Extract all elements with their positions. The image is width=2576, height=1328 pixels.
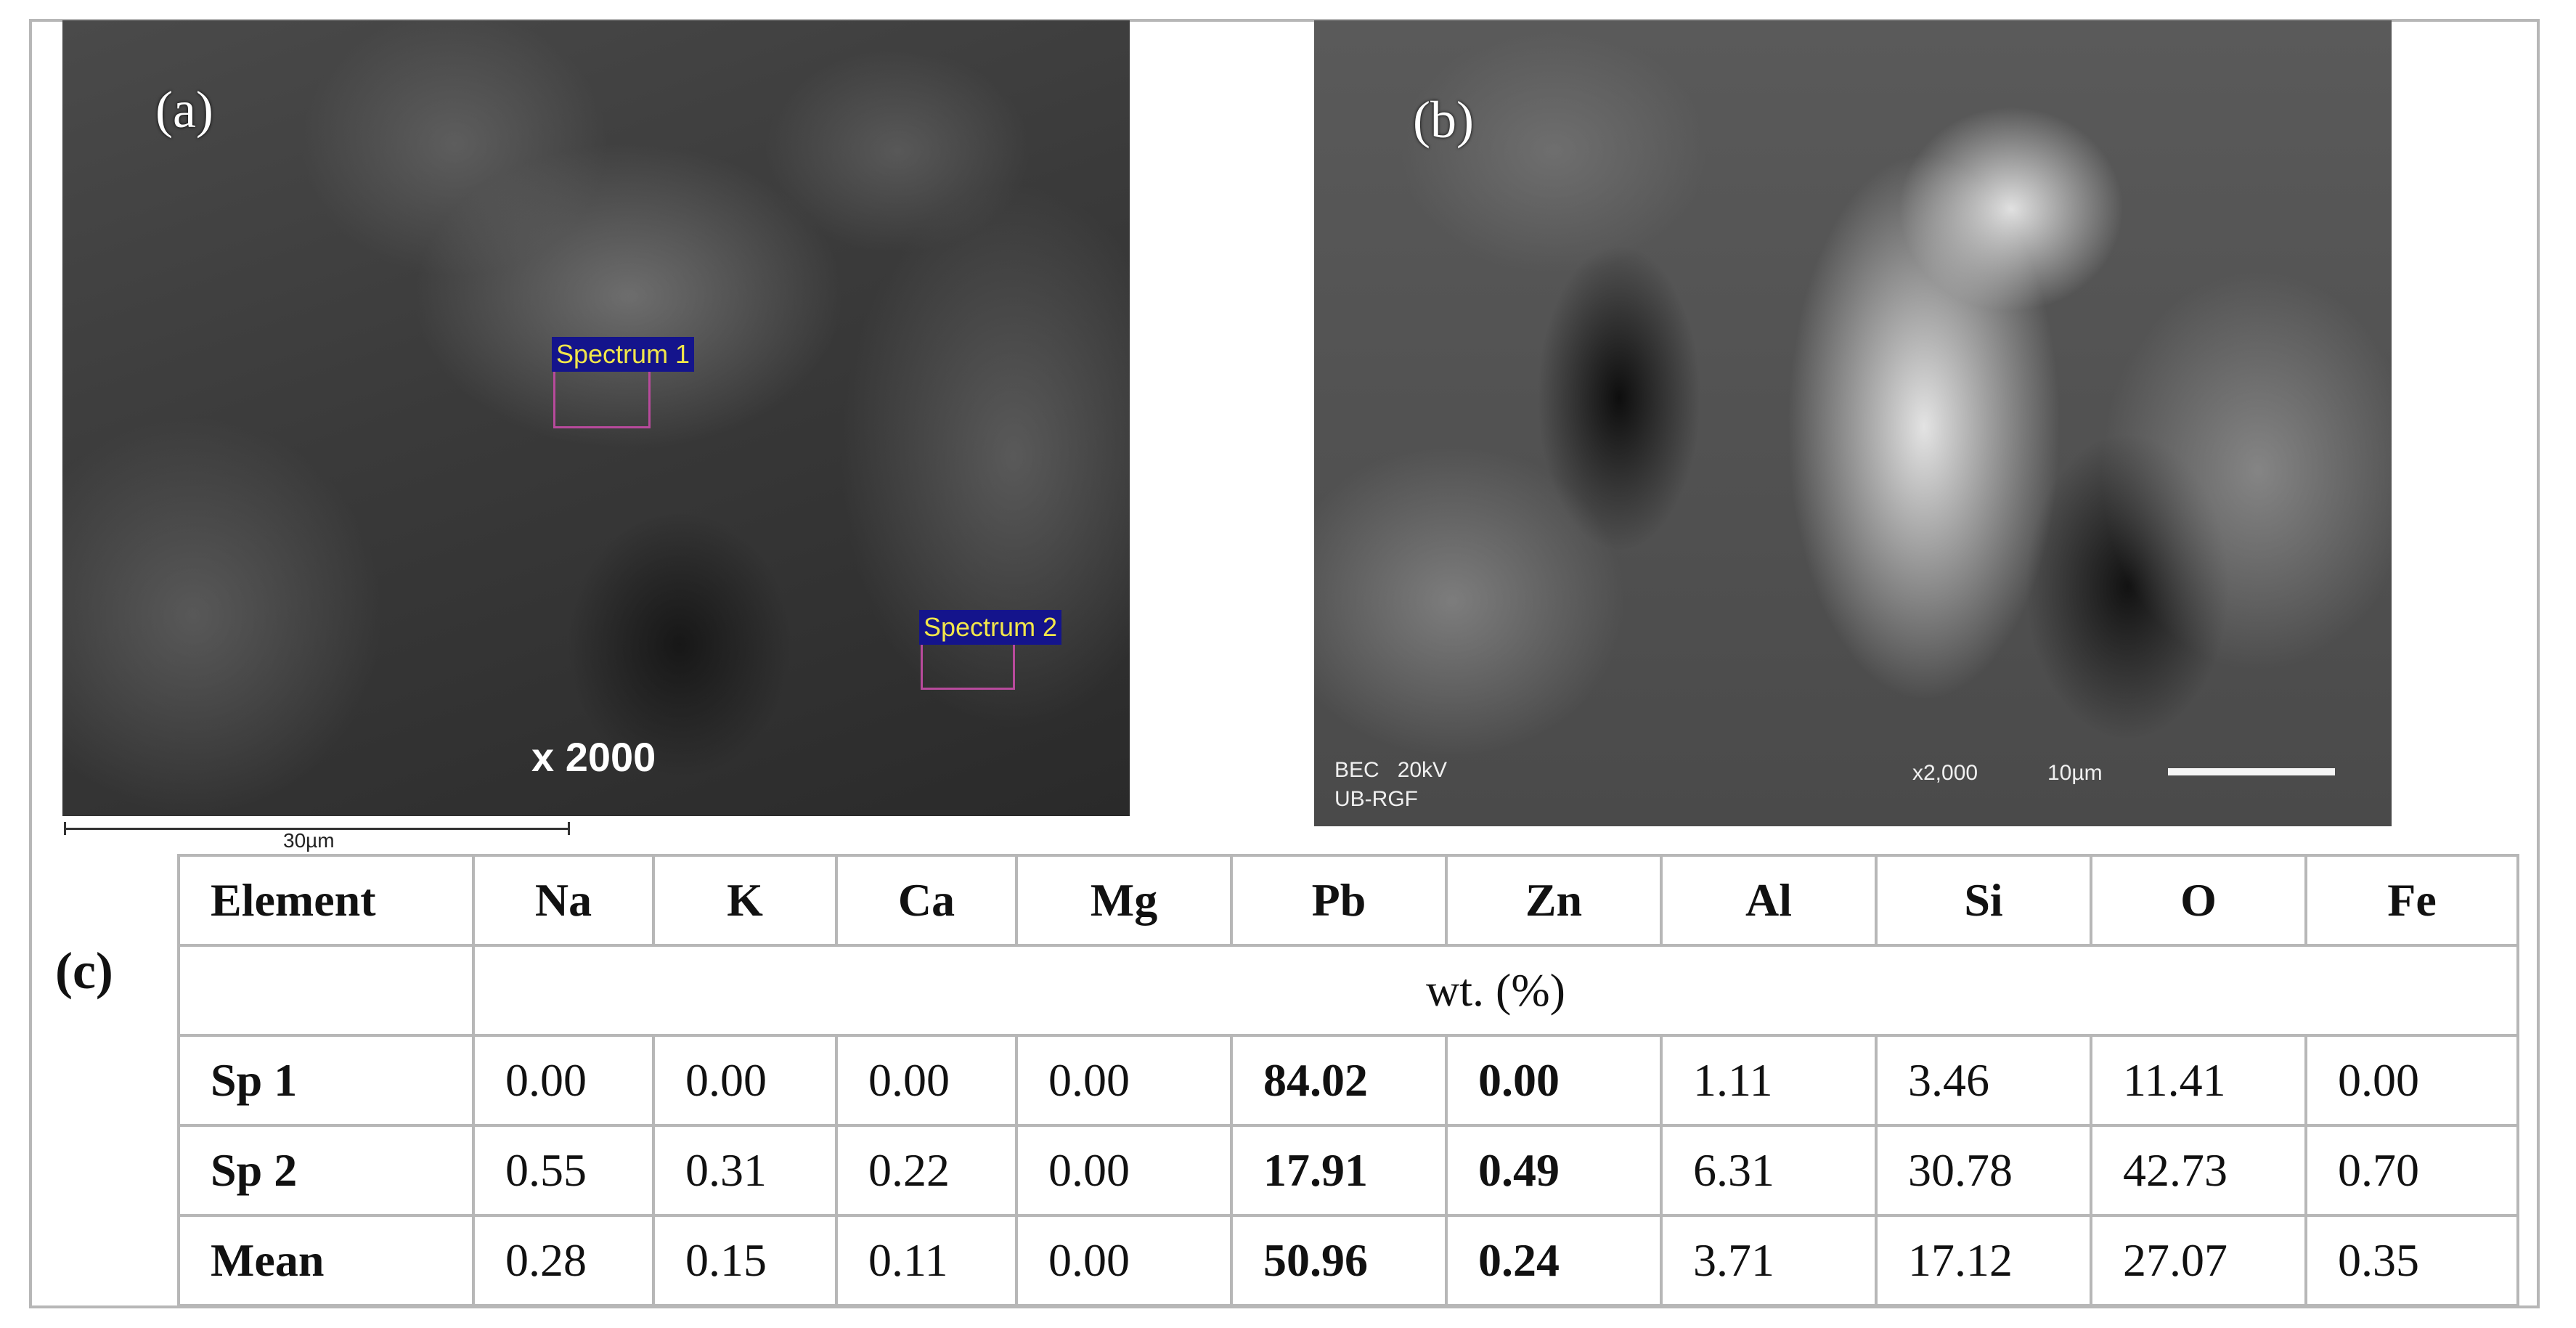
table-cell: 11.41: [2090, 1034, 2307, 1127]
table-cell: 0.55: [472, 1124, 655, 1217]
table-cell: 0.00: [1015, 1034, 1233, 1127]
header-cell: Na: [472, 854, 655, 947]
table-cell: 17.12: [1875, 1214, 2092, 1307]
row-label: Sp 2: [177, 1124, 475, 1217]
table-cell: 0.28: [472, 1214, 655, 1307]
table-cell: 0.70: [2304, 1124, 2519, 1217]
unit-row: wt. (%): [177, 944, 2519, 1037]
table-cell: 17.91: [1230, 1124, 1448, 1217]
row-label: Sp 1: [177, 1034, 475, 1127]
table-cell: 27.07: [2090, 1214, 2307, 1307]
header-cell: O: [2090, 854, 2307, 947]
table-cell: 3.71: [1660, 1214, 1878, 1307]
table-cell: 0.00: [835, 1034, 1018, 1127]
table-cell: 3.46: [1875, 1034, 2092, 1127]
table-cell: 0.00: [1015, 1214, 1233, 1307]
detector-info: BEC 20kV: [1334, 758, 1448, 782]
magnification-a: x 2000: [531, 734, 656, 780]
table-row: Sp 2 0.55 0.31 0.22 0.00 17.91 0.49 6.31…: [177, 1124, 2519, 1217]
header-cell: Pb: [1230, 854, 1448, 947]
table-cell: 42.73: [2090, 1124, 2307, 1217]
scale-bar-a: [64, 828, 569, 830]
figure-frame: [29, 19, 2540, 1308]
table-cell: 0.00: [652, 1034, 838, 1127]
header-cell: Mg: [1015, 854, 1233, 947]
scale-label-a: 30µm: [283, 829, 335, 852]
table-cell: 50.96: [1230, 1214, 1448, 1307]
panel-label-b: (b): [1413, 91, 1474, 149]
panel-label-a: (a): [155, 81, 213, 139]
table-cell: 6.31: [1660, 1124, 1878, 1217]
table-cell: 0.00: [2304, 1034, 2519, 1127]
table-cell: 30.78: [1875, 1124, 2092, 1217]
header-cell: Element: [177, 854, 475, 947]
table-cell: 1.11: [1660, 1034, 1878, 1127]
unit-cell: wt. (%): [472, 944, 2519, 1037]
table-cell: 0.24: [1445, 1214, 1663, 1307]
empty-cell: [177, 944, 475, 1037]
header-cell: Al: [1660, 854, 1878, 947]
sem-image-a: [62, 20, 1130, 816]
table-cell: 0.22: [835, 1124, 1018, 1217]
table-cell: 0.15: [652, 1214, 838, 1307]
header-cell: Ca: [835, 854, 1018, 947]
table-cell: 0.31: [652, 1124, 838, 1217]
scale-bar-a-end-tick: [568, 822, 570, 835]
table-header-row: Element Na K Ca Mg Pb Zn Al Si O Fe: [177, 854, 2519, 947]
scale-bar-a-start-tick: [64, 822, 66, 835]
sem-image-b: [1314, 20, 2392, 826]
magnification-b: x2,000: [1912, 761, 1978, 785]
table-cell: 0.00: [1015, 1124, 1233, 1217]
header-cell: Si: [1875, 854, 2092, 947]
table-cell: 0.11: [835, 1214, 1018, 1307]
scale-label-b: 10µm: [2047, 761, 2103, 785]
lab-info: UB-RGF: [1334, 787, 1418, 811]
header-cell: Fe: [2304, 854, 2519, 947]
table-cell: 0.35: [2304, 1214, 2519, 1307]
table-row: Sp 1 0.00 0.00 0.00 0.00 84.02 0.00 1.11…: [177, 1034, 2519, 1127]
table-row: Mean 0.28 0.15 0.11 0.00 50.96 0.24 3.71…: [177, 1214, 2519, 1307]
header-cell: K: [652, 854, 838, 947]
table-cell: 0.49: [1445, 1124, 1663, 1217]
eds-composition-table: Element Na K Ca Mg Pb Zn Al Si O Fe wt. …: [177, 854, 2519, 1307]
header-cell: Zn: [1445, 854, 1663, 947]
spectrum-1-label: Spectrum 1: [552, 337, 695, 372]
spectrum-2-label: Spectrum 2: [919, 610, 1062, 645]
row-label: Mean: [177, 1214, 475, 1307]
scale-bar-b: [2168, 768, 2335, 775]
table-cell: 84.02: [1230, 1034, 1448, 1127]
table-cell: 0.00: [472, 1034, 655, 1127]
panel-label-c: (c): [55, 942, 113, 1000]
table-cell: 0.00: [1445, 1034, 1663, 1127]
